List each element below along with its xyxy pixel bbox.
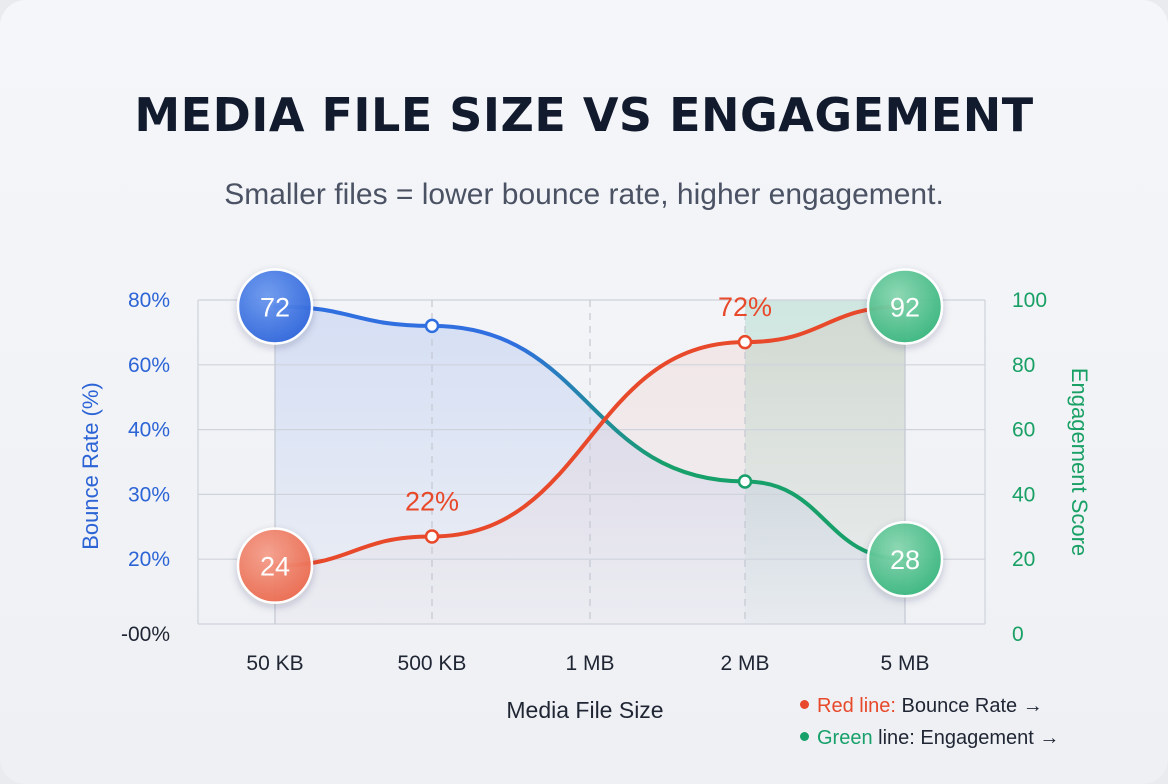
green-dot-icon [800,732,809,742]
bounce-rate-line [273,304,907,568]
left-tick-label: 30% [128,483,170,506]
engagement-start-bubble: 72 [236,268,314,345]
y-axis-left-label: Bounce Rate (%) [78,382,103,550]
chart-subtitle: Smaller files = lower bounce rate, highe… [224,178,944,211]
bounce-rate-point [737,334,753,350]
engagement-start-bubble-circle [236,268,314,345]
x-tick-label: 1 MB [565,652,614,675]
red-dot-icon [800,700,809,710]
legend-red-text: Bounce Rate → [901,695,1043,717]
x-tick-label: 5 MB [880,652,929,675]
legend-item-engagement: Green line: Engagement → [800,722,1059,754]
x-tick-label: 50 KB [246,652,303,675]
y-axis-right-label: Engagement Score [1067,368,1092,556]
left-axis: -00% 20% 30% 40% 60% 80% [121,289,170,646]
right-tick-label: 40 [1012,483,1035,506]
engagement-end-bubble: 28 [866,520,944,598]
left-tick-label: 40% [128,419,170,442]
right-tick-label: 0 [1012,623,1024,646]
bounce-start-bubble-label: 24 [260,552,290,582]
engagement-line [273,304,907,562]
engagement-point [424,318,440,334]
engagement-start-bubble-label: 72 [260,292,290,322]
legend-red-prefix: Red line: [817,695,896,717]
legend-green-prefix: Green [817,727,873,749]
legend-item-bounce-rate: Red line: Bounce Rate → [800,690,1059,722]
bounce-start-bubble: 24 [236,527,314,604]
bounce-rate-point [424,529,440,544]
right-tick-label: 60 [1012,419,1035,442]
x-axis: 50 KB 500 KB 1 MB 2 MB 5 MB [246,652,929,675]
right-axis: 0 20 40 60 80 100 [1012,289,1047,646]
series-points [424,318,753,544]
right-tick-label: 80 [1012,354,1035,377]
bounce-rate-data-label: 72% [718,292,772,322]
bounce-rate-data-label: 22% [405,487,459,517]
legend: Red line: Bounce Rate → Green line: Enga… [800,690,1059,754]
bounce-end-bubble-circle [866,268,944,345]
left-tick-label: -00% [121,623,170,646]
legend-green-text: line: Engagement → [878,727,1060,749]
x-tick-label: 2 MB [720,652,769,675]
engagement-end-bubble-circle [866,520,944,598]
x-tick-label: 500 KB [398,652,467,675]
bounce-end-bubble-label: 92 [890,292,920,322]
engagement-point [737,474,753,489]
chart-title: MEDIA FILE SIZE VS ENGAGEMENT [134,88,1034,142]
data-labels: 22% 72% [405,292,772,516]
right-tick-label: 100 [1012,289,1047,312]
right-tick-label: 20 [1012,548,1035,571]
value-bubbles: 72 24 92 28 [236,268,944,604]
left-tick-label: 20% [128,548,170,571]
x-axis-label: Media File Size [506,697,663,723]
bounce-end-bubble: 92 [866,268,944,345]
left-tick-label: 80% [128,289,170,312]
left-tick-label: 60% [128,354,170,377]
series-lines [273,304,907,568]
bounce-area [275,306,905,624]
engagement-end-bubble-label: 28 [890,545,920,575]
bounce-start-bubble-circle [236,527,314,604]
